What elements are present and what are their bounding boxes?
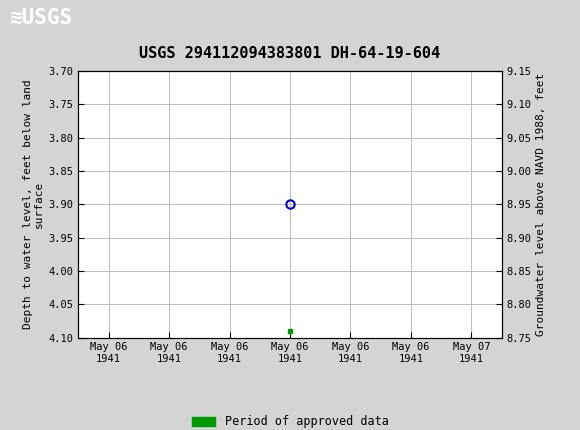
Text: ≋USGS: ≋USGS — [9, 8, 72, 28]
Y-axis label: Groundwater level above NAVD 1988, feet: Groundwater level above NAVD 1988, feet — [536, 73, 546, 336]
Y-axis label: Depth to water level, feet below land
surface: Depth to water level, feet below land su… — [23, 80, 44, 329]
Legend: Period of approved data: Period of approved data — [187, 411, 393, 430]
Text: USGS 294112094383801 DH-64-19-604: USGS 294112094383801 DH-64-19-604 — [139, 46, 441, 61]
